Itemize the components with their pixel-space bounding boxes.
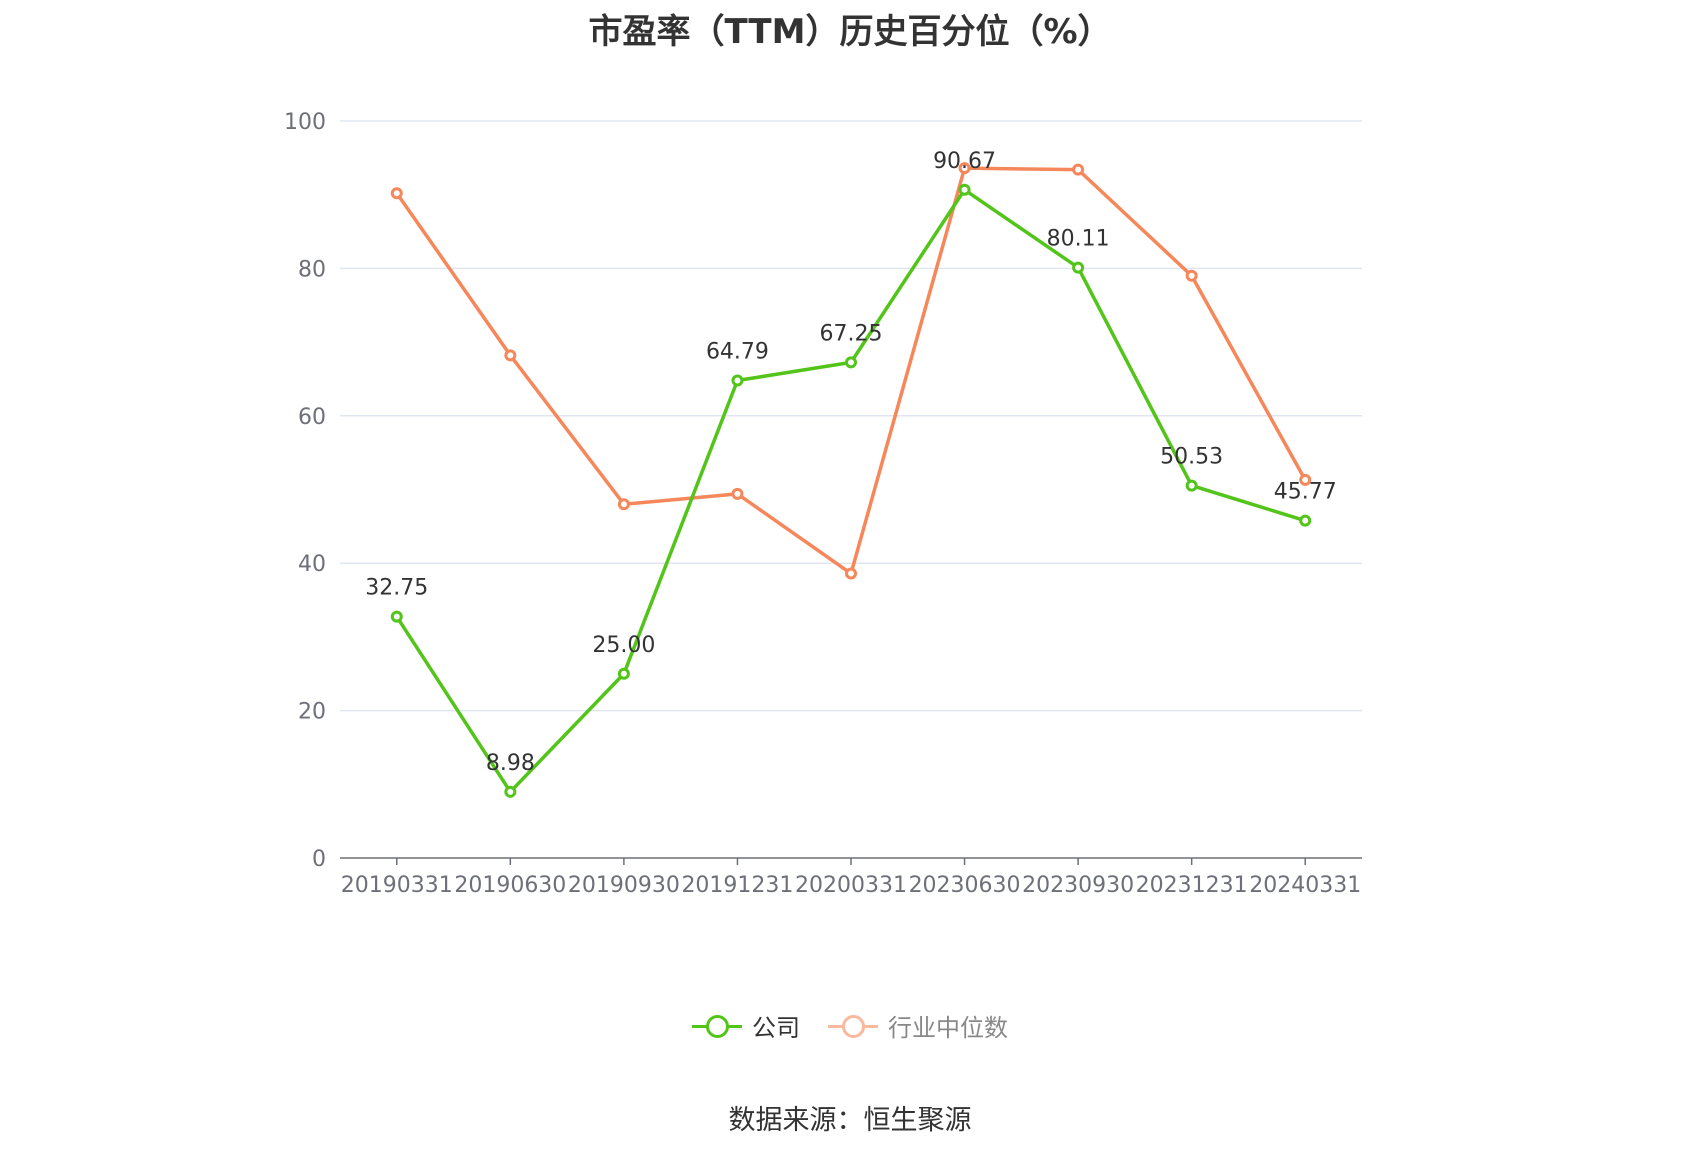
x-tick-label: 20200331 bbox=[795, 873, 907, 898]
data-label: 45.77 bbox=[1274, 480, 1337, 505]
data-point bbox=[958, 183, 971, 196]
legend-item-company[interactable]: 公司 bbox=[692, 1008, 800, 1043]
data-point bbox=[504, 349, 517, 362]
data-point bbox=[1299, 514, 1312, 527]
data-point bbox=[1185, 269, 1198, 282]
x-tick-label: 20191231 bbox=[681, 873, 793, 898]
data-label: 25.00 bbox=[592, 633, 655, 658]
x-tick-label: 20231231 bbox=[1136, 873, 1248, 898]
series-line-1 bbox=[395, 166, 1307, 576]
x-tick-label: 20190930 bbox=[568, 873, 680, 898]
data-label: 80.11 bbox=[1047, 227, 1110, 252]
legend-label-company: 公司 bbox=[752, 1014, 800, 1042]
legend-label-industry: 行业中位数 bbox=[888, 1014, 1008, 1042]
chart-title: 市盈率（TTM）历史百分位（%） bbox=[588, 12, 1112, 52]
y-tick-label: 20 bbox=[298, 700, 326, 725]
data-label: 32.75 bbox=[365, 576, 428, 601]
data-point bbox=[390, 610, 403, 623]
data-point bbox=[504, 785, 517, 798]
x-tick-label: 20230930 bbox=[1022, 873, 1134, 898]
data-point bbox=[1299, 473, 1312, 486]
data-label: 67.25 bbox=[820, 321, 883, 346]
legend-marker-company bbox=[692, 1013, 742, 1039]
data-label: 8.98 bbox=[486, 751, 535, 776]
data-label: 50.53 bbox=[1160, 445, 1223, 470]
y-tick-label: 80 bbox=[298, 257, 326, 282]
x-tick-label: 20230630 bbox=[909, 873, 1021, 898]
legend-marker-industry bbox=[828, 1013, 878, 1039]
legend-item-industry[interactable]: 行业中位数 bbox=[828, 1008, 1008, 1043]
data-point bbox=[617, 498, 630, 511]
data-label: 64.79 bbox=[706, 339, 769, 364]
data-point bbox=[1072, 163, 1085, 176]
series-line-0 bbox=[395, 188, 1306, 794]
y-tick-label: 60 bbox=[298, 405, 326, 430]
data-point bbox=[1185, 479, 1198, 492]
line-chart: 0 20 40 60 80 100 20190331 20190630 20190930 2019… bbox=[284, 110, 1362, 898]
data-source: 数据来源：恒生聚源 bbox=[728, 1105, 972, 1136]
data-point bbox=[617, 667, 630, 680]
data-point bbox=[1072, 261, 1085, 274]
data-point bbox=[958, 162, 971, 175]
data-label: 90.67 bbox=[933, 149, 996, 174]
x-tick-label: 20190331 bbox=[341, 873, 453, 898]
y-tick-label: 0 bbox=[312, 847, 326, 872]
x-tick-label: 20240331 bbox=[1249, 873, 1361, 898]
data-point bbox=[731, 374, 744, 387]
data-point bbox=[845, 356, 857, 369]
data-point bbox=[390, 187, 403, 200]
data-point bbox=[845, 567, 857, 580]
data-point bbox=[731, 487, 744, 500]
y-tick-label: 40 bbox=[298, 552, 326, 577]
y-tick-label: 100 bbox=[284, 110, 326, 135]
legend: 公司 行业中位数 bbox=[0, 1008, 1700, 1043]
x-tick-label: 20190630 bbox=[454, 873, 566, 898]
